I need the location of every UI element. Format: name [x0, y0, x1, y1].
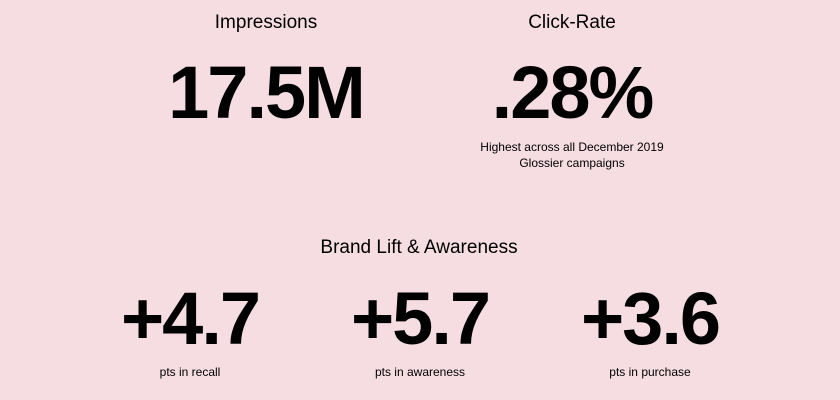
stat-caption: pts in awareness: [374, 365, 466, 379]
stat-note: Highest across all December 2019: [480, 140, 664, 154]
stat-caption: pts in recall: [159, 365, 221, 379]
stat-value: +4.7: [120, 277, 261, 360]
section-title: Brand Lift & Awareness: [320, 237, 518, 258]
stat-value: 17.5M: [168, 51, 366, 134]
stat-value: .28%: [491, 51, 655, 134]
stat-value: +5.7: [350, 277, 491, 360]
stat-value: +3.6: [580, 277, 721, 360]
stat-label: Impressions: [214, 12, 318, 33]
stat-note: Glossier campaigns: [519, 156, 625, 170]
stat-label: Click-Rate: [528, 12, 616, 33]
stat-caption: pts in purchase: [609, 365, 691, 379]
